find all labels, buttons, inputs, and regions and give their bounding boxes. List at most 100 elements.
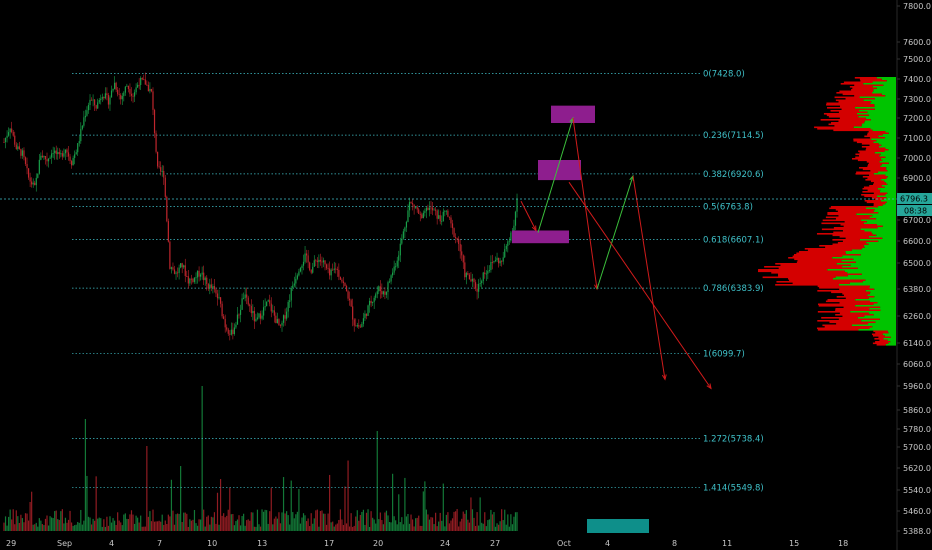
profile-bar-buy [880, 306, 896, 309]
volume-bar [364, 524, 366, 531]
candle-body [335, 268, 337, 270]
volume-bar [94, 520, 96, 531]
profile-bar-sell [833, 129, 873, 132]
profile-bar-buy [881, 93, 896, 96]
volume-bar [147, 516, 149, 531]
profile-bar-sell [868, 164, 882, 166]
candle-body [106, 93, 108, 96]
candle-body [516, 199, 518, 212]
volume-bar [284, 513, 286, 531]
price-tick-label: 5388.0 [903, 527, 931, 536]
candle-body [376, 291, 378, 295]
profile-bar-sell [875, 332, 889, 334]
volume-bar [27, 520, 30, 531]
candle-body [404, 227, 406, 232]
profile-bar-buy [865, 290, 896, 292]
candle-body [54, 150, 56, 154]
profile-bar-buy [872, 233, 896, 235]
volume-bar [261, 509, 263, 531]
candle-body [433, 209, 435, 211]
profile-bar-buy [868, 114, 896, 117]
candle-body [200, 274, 202, 277]
candle-body [284, 315, 286, 319]
volume-bar [213, 512, 216, 531]
time-tick-label: 29 [6, 539, 16, 548]
profile-bar-buy [869, 327, 896, 330]
candle-body [396, 260, 398, 267]
candle-body [286, 311, 288, 319]
candle-body [461, 251, 463, 256]
profile-bar-buy [857, 267, 896, 270]
candle-body [169, 241, 171, 269]
volume-bar [161, 514, 163, 531]
profile-bar-buy [873, 303, 896, 306]
candle-body [24, 157, 27, 165]
candle-body [309, 262, 311, 270]
candle-body [322, 260, 325, 263]
candle-body [149, 88, 151, 92]
profile-bar-buy [866, 207, 896, 210]
profile-bar-sell [835, 218, 877, 220]
profile-bar-buy [861, 273, 896, 276]
fib-level-label: 1.272(5738.4) [703, 434, 764, 444]
profile-bar-buy [873, 210, 896, 213]
volume-bar [441, 520, 443, 531]
volume-bar [321, 510, 323, 531]
fib-level-label: 0(7428.0) [703, 69, 745, 79]
profile-bar-sell [819, 287, 870, 289]
candle-body [153, 109, 156, 134]
profile-bar-buy [882, 134, 896, 136]
volume-bar [410, 514, 412, 531]
volume-bar [3, 522, 5, 531]
profile-bar-buy [887, 330, 896, 333]
profile-bar-buy [875, 321, 896, 324]
volume-bar [431, 517, 434, 531]
fib-level-label: 0.236(7114.5) [703, 131, 764, 141]
volume-bar [236, 519, 239, 531]
profile-bar-buy [860, 228, 896, 231]
volume-bar [470, 497, 472, 531]
candle-body [408, 202, 411, 211]
candle-body [27, 168, 30, 178]
volume-bar [302, 513, 305, 531]
profile-bar-buy [880, 189, 896, 192]
candle-body [173, 269, 176, 274]
profile-bar-sell [838, 111, 868, 114]
volume-bar [438, 521, 440, 531]
volume-bar [126, 518, 128, 531]
candle-body [359, 326, 361, 328]
volume-bar [138, 522, 140, 531]
candle-body [164, 177, 166, 197]
time-tick-label: 11 [722, 539, 732, 548]
profile-bar-sell [862, 168, 887, 171]
profile-bar-buy [885, 147, 896, 150]
profile-bar-buy [872, 129, 896, 132]
candle-body [51, 153, 53, 158]
candle-body [347, 291, 349, 299]
candle-body [246, 294, 248, 298]
profile-bar-sell [817, 320, 862, 322]
volume-bar [287, 515, 289, 531]
volume-bar [132, 514, 134, 531]
volume-bar [312, 523, 314, 531]
volume-bar [152, 509, 154, 531]
candle-body [113, 82, 116, 89]
profile-bar-sell [872, 335, 885, 337]
volume-bar [72, 525, 74, 531]
candle-body [35, 177, 37, 186]
profile-bar-buy [874, 288, 896, 291]
volume-bar [127, 519, 130, 531]
fib-level-label: 0.786(6383.9) [703, 284, 764, 294]
volume-bar [458, 526, 460, 531]
candle-body [109, 97, 111, 105]
profile-bar-buy [886, 201, 896, 204]
volume-bar [344, 486, 346, 531]
profile-bar-sell [764, 266, 843, 268]
profile-bar-sell [866, 201, 887, 204]
candle-body [445, 210, 447, 212]
profile-bar-buy [874, 209, 896, 211]
candle-body [493, 261, 495, 263]
volume-bar [210, 516, 212, 531]
volume-bar [362, 509, 365, 531]
